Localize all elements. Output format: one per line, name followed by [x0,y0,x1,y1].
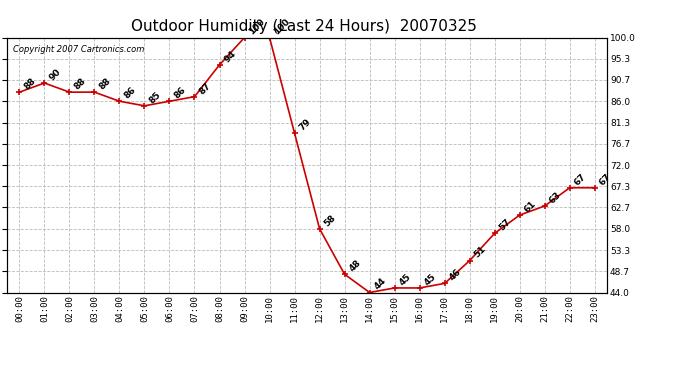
Text: Outdoor Humidity (Last 24 Hours)  20070325: Outdoor Humidity (Last 24 Hours) 2007032… [130,19,477,34]
Text: 88: 88 [22,76,37,92]
Text: 51: 51 [473,244,488,260]
Text: 94: 94 [222,49,237,64]
Text: 46: 46 [447,267,463,283]
Text: 86: 86 [122,85,137,100]
Text: 63: 63 [547,190,562,205]
Text: 79: 79 [297,117,313,132]
Text: 67: 67 [573,172,588,187]
Text: 48: 48 [347,258,363,273]
Text: Copyright 2007 Cartronics.com: Copyright 2007 Cartronics.com [13,45,144,54]
Text: 45: 45 [397,272,413,287]
Text: 87: 87 [197,81,213,96]
Text: 61: 61 [522,199,538,214]
Text: 67: 67 [598,172,613,187]
Text: 90: 90 [47,67,62,82]
Text: 88: 88 [72,76,88,92]
Text: 85: 85 [147,90,162,105]
Text: 100: 100 [247,17,267,37]
Text: 88: 88 [97,76,112,92]
Text: 44: 44 [373,276,388,292]
Text: 100: 100 [273,17,292,37]
Text: 57: 57 [497,217,513,232]
Text: 58: 58 [322,213,337,228]
Text: 45: 45 [422,272,437,287]
Text: 86: 86 [172,85,188,100]
